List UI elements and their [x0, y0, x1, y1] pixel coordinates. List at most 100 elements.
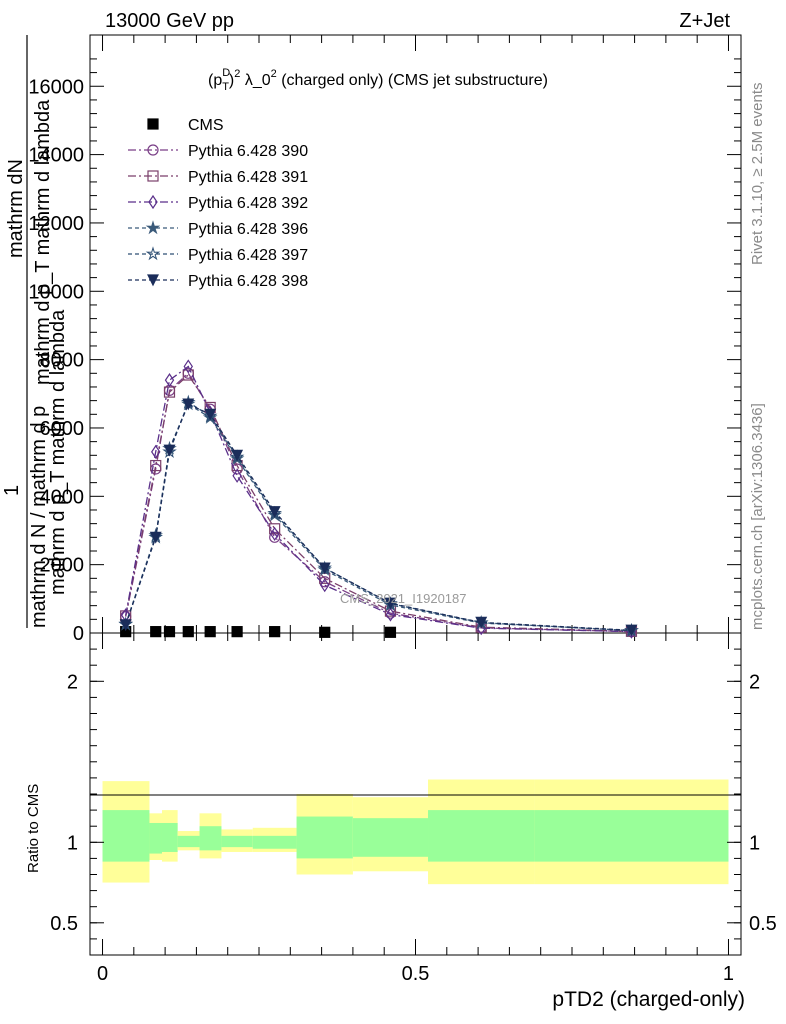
- ratio-tick-label-right: 0.5: [749, 913, 777, 935]
- x-ticks: 0 0.5 1: [97, 35, 734, 985]
- ratio-bands: [102, 779, 729, 885]
- ratio-band-inner: [428, 810, 535, 862]
- legend-label: Pythia 6.428 391: [188, 169, 308, 186]
- data-point: [150, 459, 162, 472]
- x-tick-label: 1: [723, 963, 734, 985]
- title-close: ): [229, 72, 234, 89]
- data-point: [231, 626, 243, 638]
- data-point: [318, 562, 331, 575]
- legend-label: Pythia 6.428 397: [188, 247, 308, 264]
- ratio-y-label: Ratio to CMS: [25, 784, 42, 873]
- data-point: [149, 531, 162, 544]
- main-y-ticks: 0 2000 4000 6000 8000 10000 12000 14000 16000: [28, 58, 741, 645]
- data-point: [384, 597, 397, 610]
- legend-marker: [147, 118, 159, 130]
- y-tick-label: 2000: [40, 555, 85, 577]
- header-right-label: Z+Jet: [679, 10, 730, 32]
- legend-marker: [145, 220, 161, 235]
- ratio-tick-label: 1: [67, 832, 78, 854]
- legend-marker: [147, 144, 159, 156]
- data-point: [182, 398, 195, 411]
- ratio-band-inner: [221, 835, 253, 848]
- ratio-band-inner: [161, 822, 178, 852]
- y-tick-label: 8000: [40, 350, 85, 372]
- y-label-denominator-line2: mathrm d p_T mathrm d lambda: [47, 309, 69, 595]
- ratio-band-inner: [296, 816, 353, 859]
- data-point: [385, 607, 396, 622]
- analysis-watermark: CMS_2021_I1920187: [340, 591, 467, 606]
- title-sup-2: 2: [234, 68, 240, 80]
- legend-label: Pythia 6.428 392: [188, 195, 308, 212]
- data-point: [204, 626, 216, 638]
- series-line: [125, 374, 632, 632]
- legend-marker: [147, 170, 159, 182]
- y-label-top-line2: mathrm d p_T mathrm d lambda: [32, 99, 54, 385]
- title-sup-2b: 2: [271, 68, 277, 80]
- data-point: [269, 526, 280, 541]
- title-sup-D: D: [222, 67, 230, 79]
- y-axis-label-group: mathrm dN mathrm d p_T mathrm d lambda 1…: [1, 35, 69, 628]
- legend-label: CMS: [188, 117, 224, 134]
- x-tick-label: 0.5: [402, 963, 430, 985]
- ratio-tick-label-right: 2: [749, 671, 760, 693]
- x-tick-label: 0: [97, 963, 108, 985]
- ratio-band-inner: [149, 822, 162, 854]
- title-rest: λ_0: [240, 72, 270, 89]
- data-point: [150, 626, 162, 638]
- ratio-band-inner: [252, 835, 297, 849]
- legend-label: Pythia 6.428 396: [188, 221, 308, 238]
- legend-label: Pythia 6.428 390: [188, 143, 308, 160]
- data-point: [475, 616, 488, 629]
- ratio-tick-label: 2: [67, 671, 78, 693]
- y-label-denominator-line1: mathrm d N / mathrm d p: [28, 406, 50, 628]
- y-tick-label: 6000: [40, 418, 85, 440]
- data-point: [231, 449, 244, 462]
- data-point: [204, 408, 217, 421]
- legend-marker: [145, 246, 161, 261]
- y-label-numerator: 1: [1, 485, 23, 496]
- series-line: [125, 365, 632, 633]
- data-point: [119, 619, 132, 632]
- data-point: [182, 369, 194, 381]
- data-point: [183, 359, 193, 374]
- title-sub-T: T: [222, 81, 229, 93]
- series-391: [120, 369, 638, 637]
- series-398: [119, 398, 638, 637]
- y-label-top-line1: mathrm dN: [5, 159, 27, 258]
- ratio-band-inner: [534, 810, 729, 862]
- legend-marker: [147, 274, 159, 287]
- ratio-tick-label-right: 1: [749, 832, 760, 854]
- data-point: [319, 626, 331, 638]
- legend: CMS Pythia 6.428 390 Pythia 6.428 391 Pythi…: [128, 117, 308, 290]
- data-point: [151, 444, 161, 459]
- ratio-band-inner: [199, 826, 222, 851]
- data-point: [182, 626, 194, 638]
- header-left-label: 13000 GeV pp: [105, 10, 234, 32]
- side-label-rivet: Rivet 3.1.10, ≥ 2.5M events: [749, 83, 766, 266]
- ratio-band-inner: [102, 810, 150, 862]
- y-tick-label: 14000: [28, 145, 84, 167]
- title-tail: (charged only) (CMS jet substructure): [277, 72, 548, 89]
- side-label-mcplots: mcplots.cern.ch [arXiv:1306.3436]: [749, 403, 766, 630]
- data-point: [163, 626, 176, 638]
- y-tick-label: 16000: [28, 76, 84, 98]
- series-layer: [118, 359, 639, 639]
- y-tick-label: 12000: [28, 213, 84, 235]
- data-point: [625, 624, 638, 637]
- legend-label: Pythia 6.428 398: [188, 273, 308, 290]
- y-tick-label: 4000: [40, 486, 85, 508]
- data-point: [269, 626, 281, 638]
- data-point: [268, 506, 281, 519]
- ratio-band-inner: [177, 835, 200, 848]
- ratio-tick-label: 0.5: [50, 913, 78, 935]
- plot-title: (pD T)2 λ_02 (charged only) (CMS jet subs…: [208, 67, 548, 93]
- y-tick-label: 0: [73, 623, 84, 645]
- y-tick-label: 10000: [28, 281, 84, 303]
- data-point: [269, 531, 281, 543]
- x-axis-label: pTD2 (charged-only): [552, 988, 745, 1011]
- data-point: [164, 373, 175, 388]
- series-cms: [120, 626, 397, 638]
- data-point: [384, 626, 397, 638]
- data-point: [232, 468, 242, 483]
